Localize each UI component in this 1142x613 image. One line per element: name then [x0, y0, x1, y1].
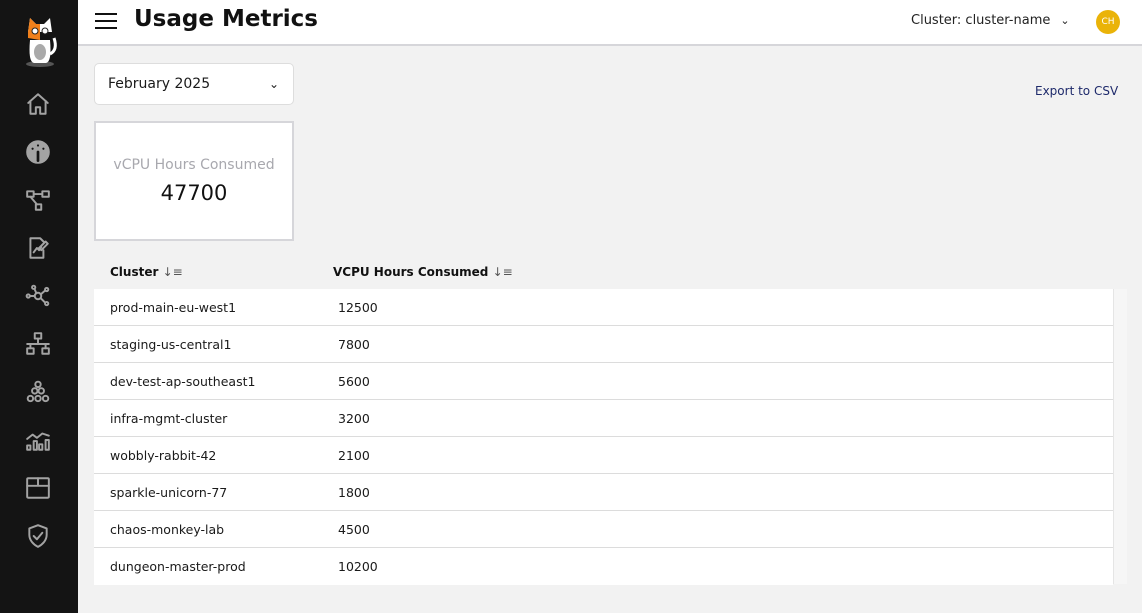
network-icon [25, 284, 50, 307]
cell-vcpu-hours: 4500 [338, 522, 370, 537]
cell-vcpu-hours: 3200 [338, 411, 370, 426]
cluster-selector-label: Cluster: cluster-name [911, 13, 1051, 28]
table-row[interactable]: dungeon-master-prod 10200 [94, 548, 1113, 585]
table-scrollbar[interactable] [1113, 289, 1127, 584]
cell-vcpu-hours: 5600 [338, 374, 370, 389]
sidebar-item-packages[interactable] [24, 474, 52, 502]
cell-cluster: chaos-monkey-lab [110, 522, 225, 537]
month-select[interactable]: February 2025 ⌄ [94, 63, 294, 105]
table-row[interactable]: infra-mgmt-cluster 3200 [94, 400, 1113, 437]
table-row[interactable]: prod-main-eu-west1 12500 [94, 289, 1113, 326]
month-select-value: February 2025 [108, 76, 211, 92]
shield-check-icon [28, 524, 48, 548]
sidebar-item-security[interactable] [24, 522, 52, 550]
sidebar-item-dashboard[interactable] [24, 138, 52, 166]
sidebar-item-network[interactable] [24, 282, 52, 310]
cluster-selector[interactable]: Cluster: cluster-name ⌄ [911, 13, 1070, 28]
sidebar-item-hierarchy[interactable] [24, 330, 52, 358]
cell-cluster: staging-us-central1 [110, 337, 232, 352]
page-title: Usage Metrics [134, 6, 318, 32]
column-header-cluster[interactable]: Cluster ↓≡ [110, 265, 183, 279]
cell-cluster: dungeon-master-prod [110, 559, 246, 574]
cell-cluster: wobbly-rabbit-42 [110, 448, 217, 463]
menu-toggle-button[interactable] [95, 13, 117, 31]
table-row[interactable]: staging-us-central1 7800 [94, 326, 1113, 363]
usage-table: prod-main-eu-west1 12500 staging-us-centra… [94, 289, 1113, 585]
summary-value: 47700 [160, 181, 228, 205]
summary-label: vCPU Hours Consumed [113, 157, 275, 173]
export-csv-link[interactable]: Export to CSV [1035, 84, 1119, 98]
sidebar-item-home[interactable] [24, 90, 52, 118]
cell-cluster: dev-test-ap-southeast1 [110, 374, 256, 389]
cell-vcpu-hours: 1800 [338, 485, 370, 500]
column-header-label: Cluster [110, 265, 159, 279]
table-row[interactable]: wobbly-rabbit-42 2100 [94, 437, 1113, 474]
cell-vcpu-hours: 2100 [338, 448, 370, 463]
cluster-group-icon [26, 380, 50, 403]
sidebar-item-analytics[interactable] [24, 426, 52, 454]
column-header-label: VCPU Hours Consumed [333, 265, 489, 279]
home-icon [27, 93, 49, 115]
top-header: Usage Metrics Cluster: cluster-name ⌄ CH [78, 0, 1142, 46]
cell-vcpu-hours: 7800 [338, 337, 370, 352]
sort-icon: ↓≡ [492, 265, 513, 279]
table-row[interactable]: dev-test-ap-southeast1 5600 [94, 363, 1113, 400]
cell-cluster: sparkle-unicorn-77 [110, 485, 228, 500]
cell-vcpu-hours: 10200 [338, 559, 378, 574]
cat-logo-icon[interactable] [20, 14, 60, 68]
sidebar-item-workflow[interactable] [24, 186, 52, 214]
workflow-icon [26, 190, 50, 211]
table-row[interactable]: sparkle-unicorn-77 1800 [94, 474, 1113, 511]
cell-cluster: prod-main-eu-west1 [110, 300, 237, 315]
sidebar-item-clusters[interactable] [24, 378, 52, 406]
cell-cluster: infra-mgmt-cluster [110, 411, 228, 426]
dashboard-gauge-icon [26, 140, 50, 164]
sort-icon: ↓≡ [162, 265, 183, 279]
hierarchy-icon [26, 332, 50, 355]
chevron-down-icon: ⌄ [1060, 14, 1070, 27]
table-row[interactable]: chaos-monkey-lab 4500 [94, 511, 1113, 548]
sidebar [0, 0, 78, 613]
avatar[interactable]: CH [1096, 10, 1120, 34]
summary-card: vCPU Hours Consumed 47700 [94, 121, 294, 241]
chevron-down-icon: ⌄ [268, 77, 279, 91]
report-edit-icon [29, 237, 49, 259]
cell-vcpu-hours: 12500 [338, 300, 378, 315]
package-icon [26, 477, 50, 499]
sidebar-item-reports[interactable] [24, 234, 52, 262]
column-header-vcpu-hours[interactable]: VCPU Hours Consumed ↓≡ [333, 265, 513, 279]
analytics-icon [26, 432, 50, 451]
